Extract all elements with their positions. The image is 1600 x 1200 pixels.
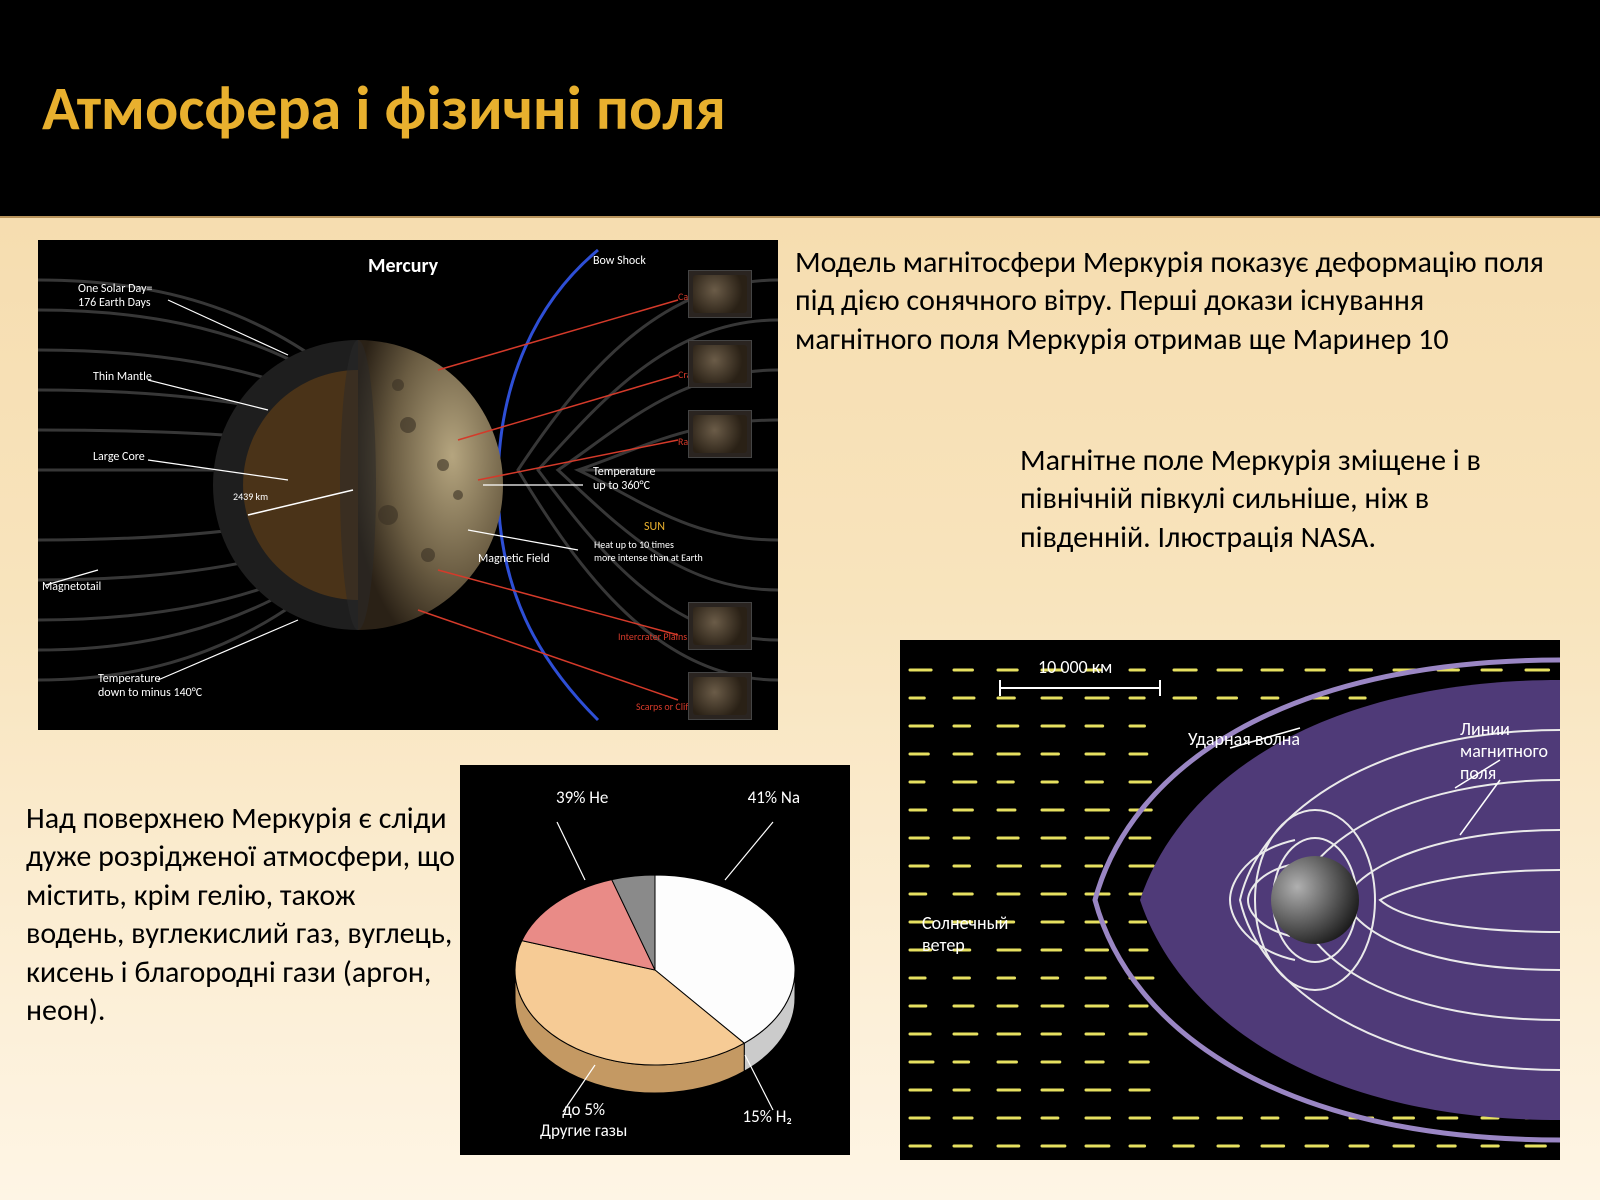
pie-label-he: 39% He [556, 787, 608, 808]
label-sun: SUN [644, 520, 665, 534]
thumb-craters [688, 340, 752, 388]
label-scale: 10 000 км [1038, 656, 1112, 678]
thumb-caloris [688, 270, 752, 318]
atmosphere-pie-chart: 39% He 41% Na 15% H₂ до 5% Другие газы [460, 765, 850, 1155]
label-temp-cold: Temperature down to minus 140°C [98, 672, 202, 700]
pie-svg [460, 765, 850, 1155]
label-thin-mantle: Thin Mantle [93, 370, 152, 384]
header-bar: Атмосфера і фізичні поля [0, 0, 1600, 218]
pie-label-other: до 5% Другие газы [540, 1099, 627, 1141]
diagram-title: Mercury [368, 254, 438, 278]
magnetosphere-model-diagram: 10 000 км Ударная волна Линии магнитного… [900, 640, 1560, 1160]
pie-label-na: 41% Na [748, 787, 800, 808]
label-shock: Ударная волна [1188, 728, 1300, 750]
label-wind: Солнечный ветер [922, 912, 1008, 956]
slide-title: Атмосфера і фізичні поля [42, 70, 726, 146]
text-block-3: Над поверхнею Меркурія є сліди дуже розр… [26, 800, 456, 1030]
field-lines-svg [38, 240, 778, 730]
thumb-ray-crater [688, 410, 752, 458]
mercury-magnetosphere-diagram: Mercury Bow Shock One Solar Day= 176 Ear… [38, 240, 778, 730]
thumb-intercrater [688, 602, 752, 650]
label-magnetic-field: Magnetic Field [478, 552, 550, 566]
label-bow-shock: Bow Shock [593, 254, 646, 268]
pie-label-h2: 15% H₂ [742, 1106, 792, 1127]
label-magnetotail: Magnetotail [42, 580, 101, 594]
label-lines: Линии магнитного поля [1460, 718, 1548, 784]
label-solar-day: One Solar Day= 176 Earth Days [78, 282, 153, 310]
label-large-core: Large Core [93, 450, 145, 464]
label-heat: Heat up to 10 times more intense than at… [594, 538, 703, 564]
label-temp-hot: Temperature up to 360°C [593, 465, 656, 493]
text-block-1: Модель магнітосфери Меркурія показує деф… [795, 244, 1555, 359]
label-intercrater: Intercrater Plains [618, 630, 687, 643]
label-radius: 2439 km [233, 490, 268, 503]
label-scarps: Scarps or Cliffs [636, 700, 695, 713]
thumb-scarps [688, 672, 752, 720]
text-block-2: Магнітне поле Меркурія зміщене і в півні… [1020, 442, 1560, 557]
